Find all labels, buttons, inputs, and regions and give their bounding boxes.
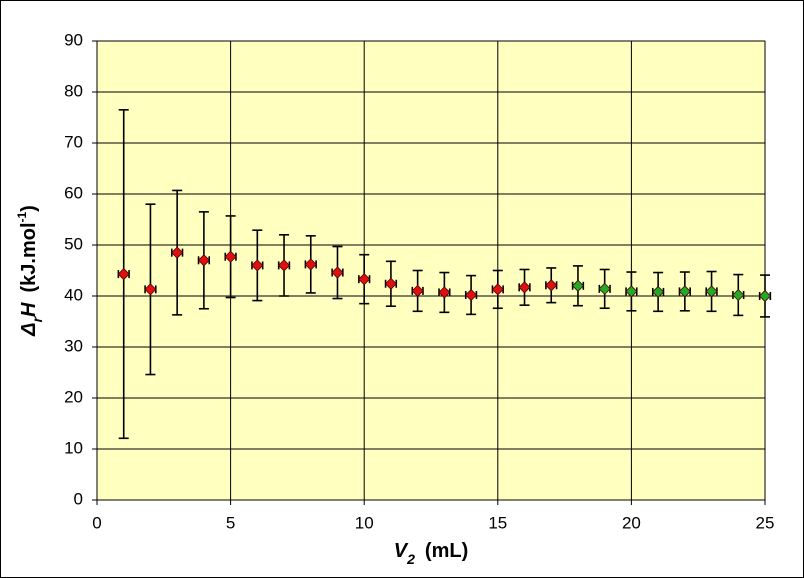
point (331, 266, 344, 279)
point (465, 288, 478, 302)
x-axis-label-part: V (394, 540, 409, 562)
y-axis-label: ΔrH (kJ.mol-1) (15, 205, 45, 337)
y-axis-label-part: (kJ.mol (18, 222, 40, 292)
point (438, 286, 451, 299)
x-axis-label: V2 (mL) (394, 540, 468, 566)
point (652, 285, 665, 298)
y-axis-label-part: ) (18, 205, 40, 212)
x-tick-label: 25 (756, 513, 775, 532)
x-tick-label: 0 (92, 513, 101, 532)
point (571, 279, 585, 292)
point (545, 279, 558, 292)
y-tick-label: 80 (64, 81, 83, 100)
y-axis-label-part: Δ (18, 322, 40, 336)
y-tick-label: 30 (64, 336, 83, 355)
x-axis-label-part: (mL) (425, 540, 468, 562)
x-axis-label-part: 2 (406, 551, 415, 567)
y-tick-label: 50 (64, 234, 83, 253)
point (732, 288, 745, 302)
point (277, 259, 291, 272)
y-axis-label-part: H (18, 302, 40, 317)
point (304, 258, 317, 271)
y-tick-label: 70 (64, 132, 83, 151)
x-tick-label: 10 (355, 513, 374, 532)
point (491, 283, 504, 296)
point (358, 273, 371, 286)
x-tick-label: 15 (488, 513, 507, 532)
point (224, 250, 237, 263)
point (625, 285, 638, 298)
y-tick-label: 0 (74, 489, 83, 508)
x-tick-label: 20 (622, 513, 641, 532)
point (171, 246, 184, 259)
y-axis-label-part: -1 (15, 211, 29, 222)
x-tick-label: 5 (226, 513, 235, 532)
y-tick-label: 60 (64, 183, 83, 202)
point (518, 281, 531, 294)
point (598, 282, 611, 295)
point (197, 254, 210, 267)
point (117, 268, 130, 281)
y-tick-label: 20 (64, 387, 83, 406)
point (144, 283, 157, 296)
point (705, 285, 718, 298)
point (411, 284, 424, 297)
y-tick-label: 40 (64, 285, 83, 304)
point (758, 289, 772, 303)
plot-area (96, 40, 766, 501)
point (678, 285, 691, 298)
y-tick-label: 10 (64, 438, 83, 457)
point (251, 259, 264, 272)
point (384, 277, 397, 290)
y-tick-label: 90 (64, 30, 83, 49)
y-axis-label-part: r (29, 315, 45, 322)
